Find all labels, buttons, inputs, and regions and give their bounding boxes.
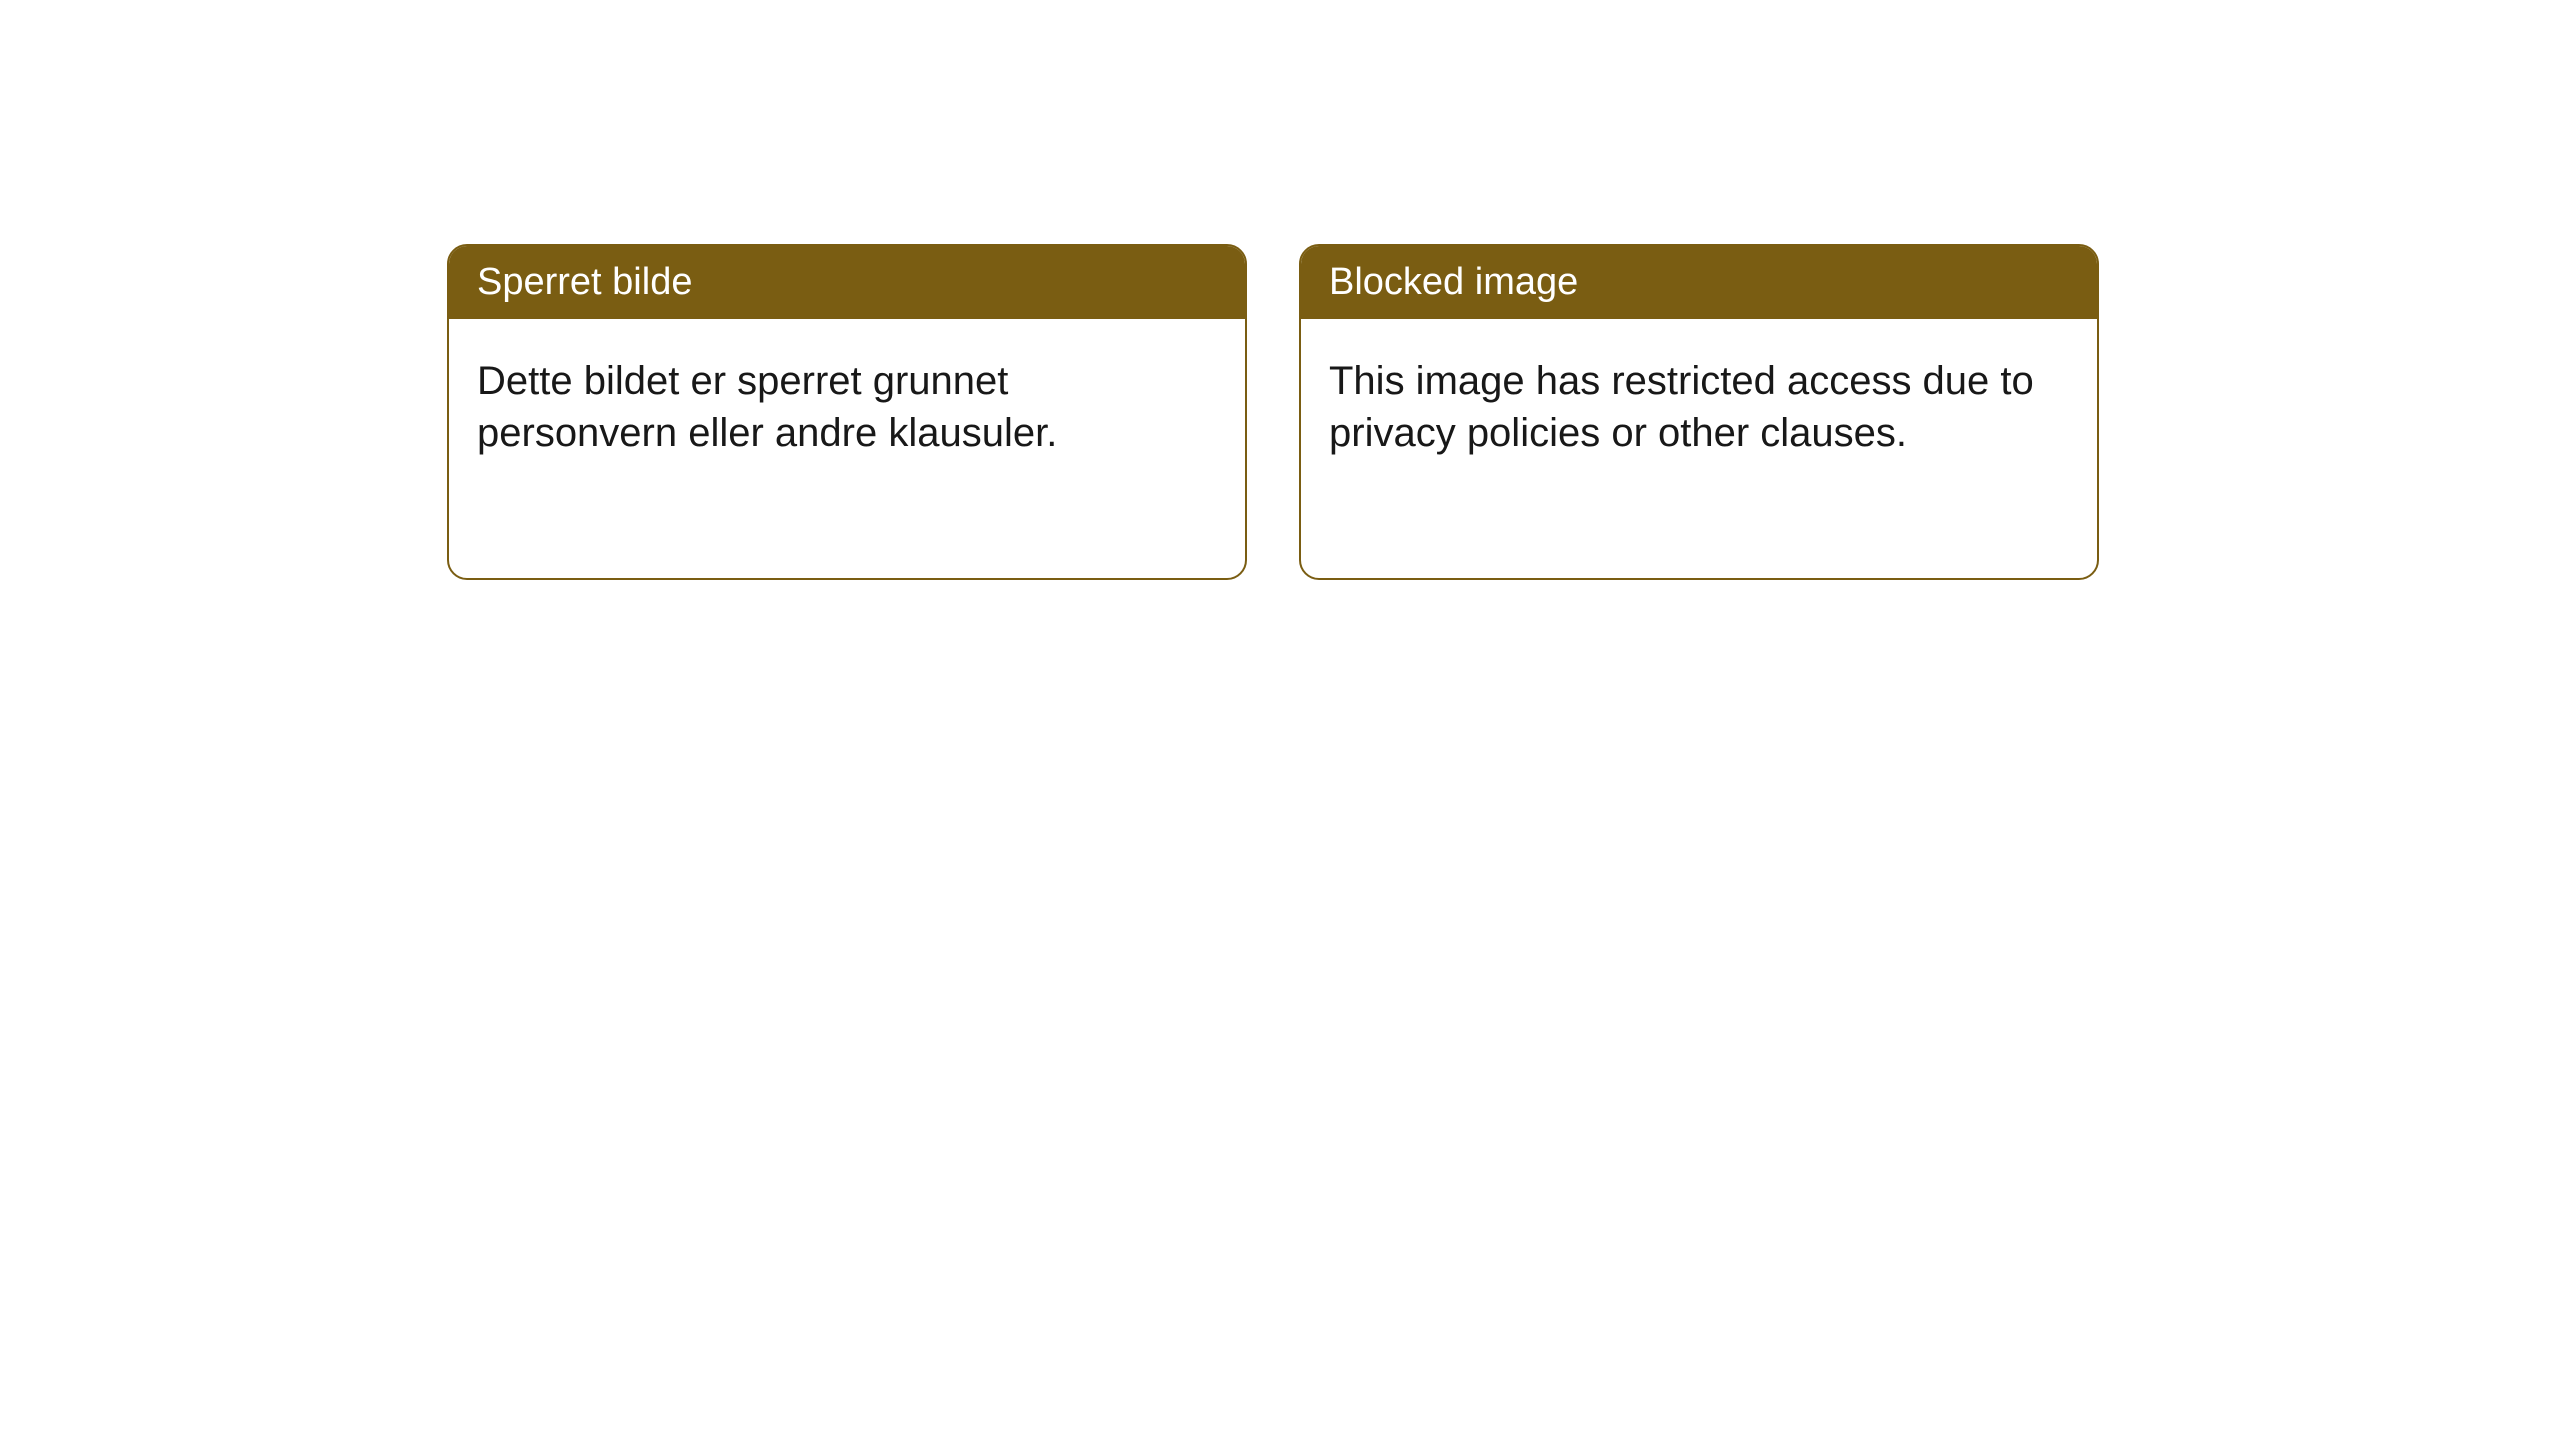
notice-text-no: Dette bildet er sperret grunnet personve… [477,359,1057,455]
notice-header-en: Blocked image [1301,246,2097,319]
notice-card-no: Sperret bilde Dette bildet er sperret gr… [447,244,1247,580]
notice-body-en: This image has restricted access due to … [1301,319,2097,495]
notice-header-no: Sperret bilde [449,246,1245,319]
notice-title-no: Sperret bilde [477,261,692,303]
notice-title-en: Blocked image [1329,261,1578,303]
notice-card-en: Blocked image This image has restricted … [1299,244,2099,580]
notice-body-no: Dette bildet er sperret grunnet personve… [449,319,1245,495]
notice-text-en: This image has restricted access due to … [1329,359,2034,455]
notice-container: Sperret bilde Dette bildet er sperret gr… [447,244,2099,580]
